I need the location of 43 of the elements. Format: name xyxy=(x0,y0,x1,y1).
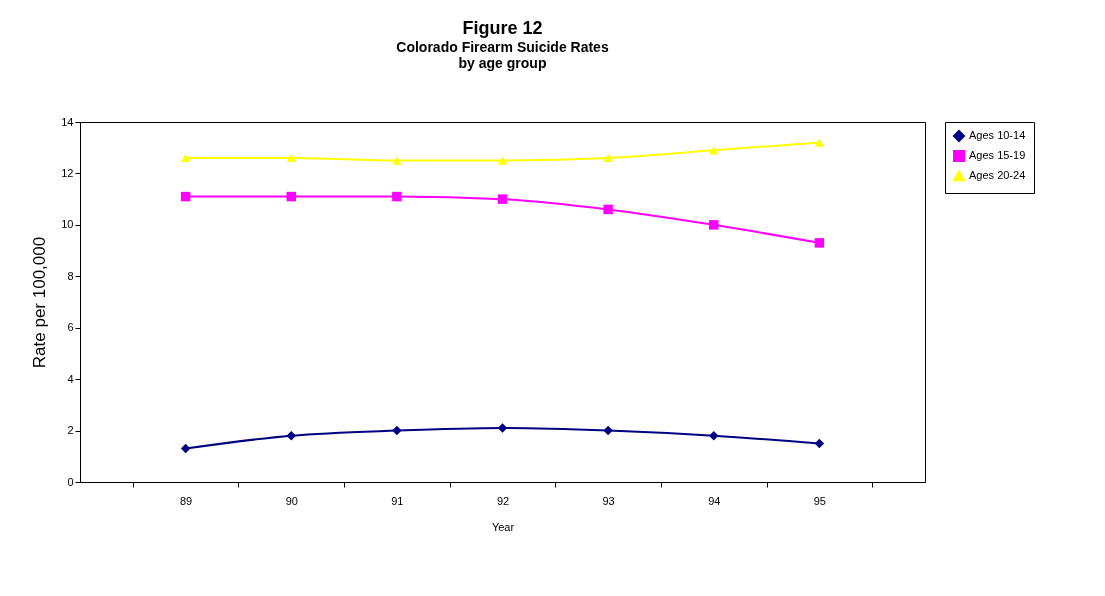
y-tick-label: 8 xyxy=(67,269,74,282)
chart-subtitle: Colorado Firearm Suicide Rates by age group xyxy=(396,39,609,71)
legend-label: Ages 10-14 xyxy=(969,129,1026,141)
point xyxy=(709,220,719,230)
point xyxy=(497,156,508,165)
point xyxy=(392,191,402,202)
point xyxy=(392,156,402,165)
point xyxy=(180,153,191,163)
point xyxy=(180,191,191,202)
y-tick-label: 10 xyxy=(61,218,74,231)
point xyxy=(180,443,191,454)
x-tick-label: 95 xyxy=(813,494,826,507)
legend-label: Ages 15-19 xyxy=(969,149,1026,161)
y-tick-label: 0 xyxy=(67,475,74,488)
x-tick-label: 90 xyxy=(285,494,298,507)
point xyxy=(709,146,719,155)
y-tick-label: 2 xyxy=(67,424,74,437)
y-tick-label: 4 xyxy=(67,372,74,385)
x-axis-title: Year xyxy=(491,520,515,533)
point xyxy=(814,438,825,449)
x-tick-label: 93 xyxy=(602,494,615,507)
point xyxy=(814,238,825,248)
point xyxy=(497,423,508,433)
point xyxy=(392,425,402,436)
y-tick-label: 12 xyxy=(61,166,74,179)
legend-label: Ages 20-24 xyxy=(969,169,1026,181)
y-tick-label: 6 xyxy=(67,321,74,334)
point xyxy=(603,425,613,436)
chart-title: Figure 12 xyxy=(462,18,543,38)
point xyxy=(814,138,825,147)
x-tick-label: 91 xyxy=(391,494,404,507)
y-tick-label: 14 xyxy=(61,115,74,128)
point xyxy=(286,191,296,202)
point xyxy=(286,153,296,163)
point xyxy=(603,204,613,215)
point xyxy=(286,430,296,441)
point xyxy=(709,430,719,441)
y-axis-title: Rate per 100,000 xyxy=(30,236,50,369)
point xyxy=(497,194,508,204)
x-tick-label: 92 xyxy=(496,494,510,507)
point xyxy=(603,153,613,163)
x-tick-label: 89 xyxy=(180,494,193,507)
x-tick-label: 94 xyxy=(708,494,721,507)
